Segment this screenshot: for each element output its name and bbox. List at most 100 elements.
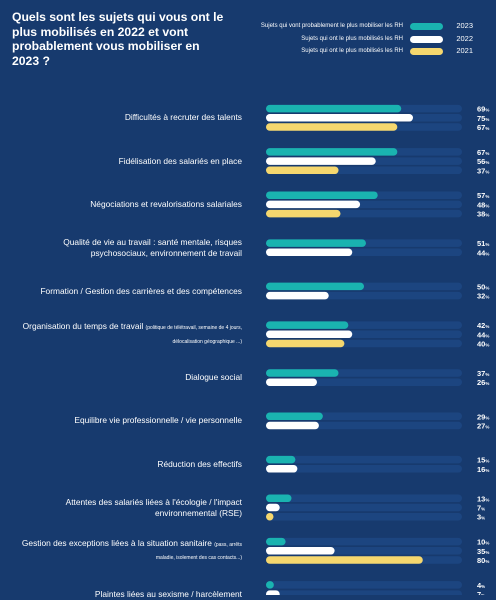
category-label: Formation / Gestion des carrières et des… [6, 286, 242, 297]
value-label: 69% [477, 105, 489, 114]
category-main-text: Organisation du temps de travail [22, 321, 144, 332]
category-label: Attentes des salariés liées à l'écologie… [6, 497, 242, 519]
value-label: 26% [477, 378, 489, 387]
bar-2022 [266, 330, 353, 339]
category-label: Fidélisation des salariés en place [6, 156, 242, 167]
category-main-text: Qualité de vie au travail : santé mental… [63, 236, 242, 258]
bar-2023 [266, 581, 274, 589]
chart-title: Quels sont les sujets qui vous ont le pl… [12, 10, 224, 68]
bar-2023 [266, 148, 398, 156]
value-label: 57% [477, 191, 489, 200]
value-label: 4% [477, 581, 485, 590]
bar-track [266, 581, 462, 589]
bar-track [266, 512, 462, 521]
category-note: (politique de télétravail, semaine de 4 … [145, 325, 242, 345]
legend-item-2021: Sujets qui ont le plus mobilisés les RH 2… [218, 45, 473, 57]
category-label: Dialogue social [6, 372, 242, 383]
bar-2023 [266, 369, 339, 377]
bar-2023 [266, 537, 286, 546]
value-label: 48% [477, 200, 489, 209]
value-label: 3% [477, 513, 485, 522]
bar-2023 [266, 494, 292, 503]
bar-2022 [266, 248, 353, 257]
bar-2023 [266, 321, 349, 329]
bar-track [266, 503, 462, 512]
category-main-text: Gestion des exceptions liées à la situat… [21, 537, 212, 548]
bar-2022 [266, 465, 298, 473]
value-label: 51% [477, 239, 489, 248]
value-label: 7% [477, 590, 485, 595]
bar-track [266, 537, 462, 546]
bar-2021 [266, 339, 345, 348]
category-label: Organisation du temps de travail (politi… [6, 321, 242, 347]
category-main-text: Formation / Gestion des carrières et des… [40, 285, 242, 296]
value-label: 67% [477, 123, 489, 132]
category-main-text: Equilibre vie professionnelle / vie pers… [74, 415, 242, 426]
value-label: 44% [477, 248, 489, 257]
legend-item-2023: Sujets qui vont probablement le plus mob… [218, 20, 473, 32]
category-label: Plaintes liées au sexisme / harcèlement [6, 589, 242, 600]
value-label: 32% [477, 292, 489, 301]
bar-2022 [266, 421, 319, 430]
bar-2023 [266, 239, 366, 247]
legend-label: Sujets qui ont le plus mobilisés les RH [301, 36, 403, 42]
bar-track [266, 455, 462, 464]
legend-label: Sujets qui ont le plus mobilisés les RH [301, 48, 403, 54]
bar-2021 [266, 512, 274, 521]
value-label: 50% [477, 282, 489, 291]
category-main-text: Plaintes liées au sexisme / harcèlement [94, 588, 242, 599]
bar-2022 [266, 200, 361, 209]
category-note: (pass, arrêts maladie, isolement des cas… [155, 541, 242, 561]
legend-swatch [410, 23, 443, 30]
bar-2021 [266, 123, 398, 131]
category-label: Qualité de vie au travail : santé mental… [6, 237, 242, 259]
value-label: 16% [477, 465, 489, 474]
category-main-text: Dialogue social [185, 372, 242, 383]
category-label: Négociations et revalorisations salarial… [6, 199, 242, 210]
value-label: 67% [477, 148, 489, 157]
bar-track [266, 590, 462, 595]
value-label: 35% [477, 547, 489, 556]
bar-2022 [266, 378, 317, 386]
value-label: 29% [477, 412, 489, 421]
value-label: 15% [477, 456, 489, 465]
category-main-text: Négociations et revalorisations salarial… [90, 198, 242, 209]
legend-year: 2022 [456, 34, 473, 43]
value-label: 56% [477, 157, 489, 166]
legend-swatch [410, 48, 443, 55]
bar-2023 [266, 412, 323, 421]
category-main-text: Difficultés à recruter des talents [124, 112, 242, 123]
category-main-text: Fidélisation des salariés en place [118, 155, 242, 166]
category-label: Gestion des exceptions liées à la situat… [6, 538, 242, 564]
category-label: Réduction des effectifs [6, 459, 242, 470]
bar-2021 [266, 209, 341, 218]
legend-year: 2023 [456, 21, 473, 30]
value-label: 13% [477, 494, 489, 503]
value-label: 37% [477, 166, 489, 175]
bar-2022 [266, 291, 329, 300]
value-label: 27% [477, 421, 489, 430]
bar-2021 [266, 556, 423, 564]
bar-track [266, 465, 462, 473]
legend-item-2022: Sujets qui ont le plus mobilisés les RH 2… [218, 33, 473, 45]
bar-2022 [266, 590, 280, 595]
bar-2023 [266, 455, 296, 464]
legend-swatch [410, 36, 443, 43]
legend-year: 2021 [456, 46, 473, 55]
category-label: Equilibre vie professionnelle / vie pers… [6, 415, 242, 426]
value-label: 10% [477, 538, 489, 547]
bar-2022 [266, 503, 280, 512]
bar-2023 [266, 282, 364, 291]
value-label: 75% [477, 114, 489, 123]
bar-2022 [266, 547, 335, 555]
legend-label: Sujets qui vont probablement le plus mob… [260, 23, 403, 29]
bar-2022 [266, 157, 376, 165]
value-label: 40% [477, 339, 489, 348]
bar-2023 [266, 191, 378, 199]
category-main-text: Attentes des salariés liées à l'écologie… [65, 496, 242, 518]
value-label: 38% [477, 210, 489, 219]
value-label: 44% [477, 330, 489, 339]
value-label: 42% [477, 321, 489, 330]
